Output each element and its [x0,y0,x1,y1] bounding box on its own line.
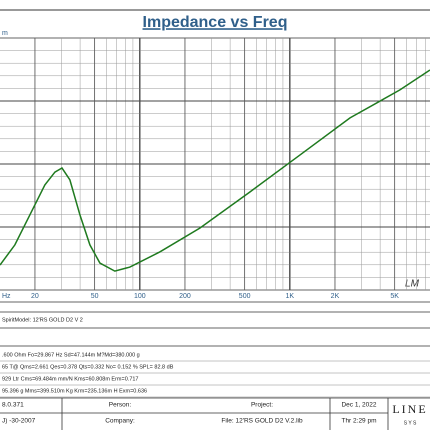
x-tick-label: 50 [91,293,99,300]
x-tick-label: 2K [331,293,340,300]
x-tick-label: 200 [179,293,191,300]
param-line: 65 T@ Qms=2.661 Qes=0.378 Qts=0.332 No= … [2,364,174,370]
chart-title: Impedance vs Freq [143,14,288,31]
param-line: 929 Ltr Cms=69.484m mm/N Kms=60.808m Erm… [2,376,139,382]
file: File: 12'RS GOLD D2 V.2.lib [221,418,303,425]
x-tick-label: 5K [390,293,399,300]
date: Dec 1, 2022 [341,402,376,409]
time: Thr 2:29 pm [341,418,376,425]
panel-lines [0,37,430,430]
annotation: LM [405,279,420,290]
x-tick-label: 20 [31,293,39,300]
impedance-line [0,69,430,272]
model-label: SpiritModel: 12'RS GOLD D2 V 2 [2,317,83,323]
logo: LINE [392,402,427,416]
version: 8.0.371 [2,402,24,409]
person: Person: [109,402,132,409]
minor-grid [0,38,430,290]
x-tick-label: 1K [286,293,295,300]
date-old: J) -30-2007 [2,418,36,425]
param-line: .600 Ohm Fo=29.867 Hz Sd=47.144m M?Md=38… [2,352,140,358]
company: Company: [105,418,135,425]
x-unit-label: Hz [2,293,11,300]
x-tick-label: 100 [134,293,146,300]
project: Project: [251,402,273,409]
param-line: 95.396 g Mms=399.510m Kg Krm=235.136m H … [2,388,147,394]
x-tick-label: 500 [239,293,251,300]
y-unit-label: m [2,30,8,37]
logo-sub: S Y S [404,420,417,426]
